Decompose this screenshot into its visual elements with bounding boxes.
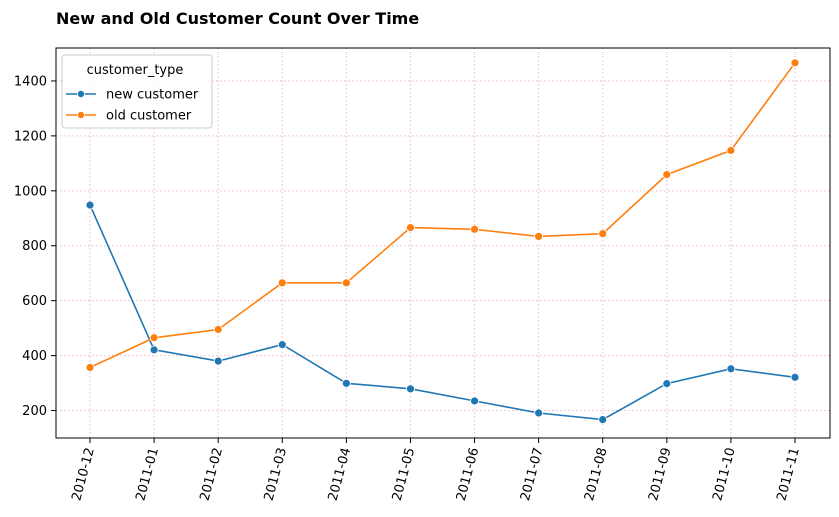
- data-point: [149, 333, 159, 343]
- series-line-1: [89, 62, 796, 369]
- y-tick-label: 200: [22, 404, 47, 419]
- y-tick-label: 400: [22, 349, 47, 364]
- data-point: [726, 364, 736, 374]
- legend-box: [61, 54, 213, 129]
- legend-label: old customer: [106, 109, 192, 124]
- data-point: [277, 278, 287, 288]
- y-tick-label: 800: [22, 239, 47, 254]
- y-tick-label: 1400: [14, 74, 47, 89]
- data-point: [213, 356, 223, 366]
- data-point: [790, 58, 800, 68]
- plot-frame: [55, 47, 831, 439]
- data-point: [534, 232, 544, 241]
- data-point: [213, 325, 223, 334]
- x-tick-label: 2010-12: [69, 446, 98, 502]
- y-tick-label: 1000: [14, 184, 47, 199]
- x-tick-label: 2011-05: [390, 446, 419, 502]
- legend-label: new customer: [106, 88, 199, 103]
- data-point: [662, 379, 672, 389]
- chart-title: New and Old Customer Count Over Time: [56, 9, 419, 28]
- data-point: [790, 372, 800, 382]
- data-point: [341, 378, 351, 388]
- x-tick-label: 2011-11: [774, 446, 803, 502]
- data-point: [598, 229, 608, 239]
- legend-marker: [77, 111, 86, 120]
- data-point: [470, 224, 479, 234]
- legend-marker: [77, 90, 86, 99]
- series-layer: [85, 58, 800, 424]
- x-tick-label: 2011-07: [518, 446, 547, 502]
- x-tick-label: 2011-02: [197, 446, 226, 502]
- x-tick-label: 2011-04: [326, 446, 355, 502]
- data-point: [470, 396, 479, 406]
- data-point: [85, 363, 95, 372]
- x-tick-label: 2011-09: [646, 446, 675, 502]
- data-point: [406, 384, 415, 394]
- grid: [56, 48, 830, 438]
- y-tick-label: 600: [22, 294, 47, 309]
- data-point: [277, 340, 287, 350]
- data-point: [341, 278, 351, 288]
- data-point: [662, 170, 672, 180]
- data-point: [534, 408, 544, 418]
- x-tick-label: 2011-03: [262, 446, 291, 502]
- series-line-0: [89, 204, 796, 421]
- x-tick-label: 2011-10: [710, 446, 739, 502]
- y-tick-label: 1200: [14, 129, 47, 144]
- data-point: [149, 345, 159, 355]
- data-point: [598, 415, 608, 424]
- data-point: [726, 146, 736, 155]
- x-tick-label: 2011-01: [133, 446, 162, 502]
- x-tick-label: 2011-06: [454, 446, 483, 502]
- x-tick-label: 2011-08: [582, 446, 611, 502]
- data-point: [406, 223, 415, 233]
- data-point: [85, 200, 95, 210]
- legend-title: customer_type: [87, 63, 184, 78]
